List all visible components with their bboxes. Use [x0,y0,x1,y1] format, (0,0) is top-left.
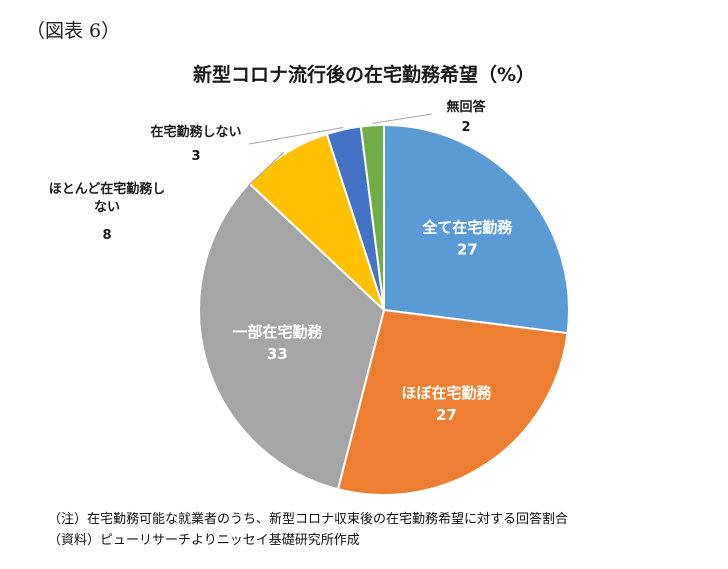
slice-value-無回答: 2 [461,120,470,135]
pie-slice-ほぼ在宅勤務 [336,308,569,496]
pie-slice-全て在宅勤務 [383,123,570,335]
pie-slice-ほとんど在宅勤務しない [247,132,385,311]
chart-title: 新型コロナ流行後の在宅勤務希望（%） [192,64,536,86]
leader-line-ほとんど在宅勤務しない [247,151,285,187]
pie-slice-無回答 [359,123,385,311]
pie-slice-一部在宅勤務 [198,181,386,491]
slice-label-ほとんど在宅勤務しない: ほとんど在宅勤務しない [49,181,166,215]
pie-chart: 全て在宅勤務 27 ほぼ在宅勤務 27 一部在宅勤務 33 ほとんど在宅勤務しない 8 在宅勤務… [49,99,570,496]
footnote-source: （資料）ピューリサーチよりニッセイ基礎研究所作成 [48,533,360,548]
slice-value-全て在宅勤務: 27 [457,241,478,259]
leader-line-在宅勤務しない [248,127,344,145]
slice-label-全て在宅勤務: 全て在宅勤務 [421,219,513,237]
slice-label-一部在宅勤務: 一部在宅勤務 [232,323,323,341]
leader-line-無回答 [372,113,433,124]
slice-label-無回答: 無回答 [446,99,486,115]
slice-value-一部在宅勤務: 33 [267,345,288,363]
slice-label-ほぼ在宅勤務: ほぼ在宅勤務 [401,384,492,402]
slice-value-在宅勤務しない: 3 [191,149,200,164]
figure-label: （図表 6） [26,20,121,42]
slice-value-ほぼ在宅勤務: 27 [436,406,457,424]
slice-label-在宅勤務しない: 在宅勤務しない [150,124,241,140]
slice-value-ほとんど在宅勤務しない: 8 [102,228,111,243]
footnote-note: （注）在宅勤務可能な就業者のうち、新型コロナ収束後の在宅勤務希望に対する回答割合 [48,512,569,527]
